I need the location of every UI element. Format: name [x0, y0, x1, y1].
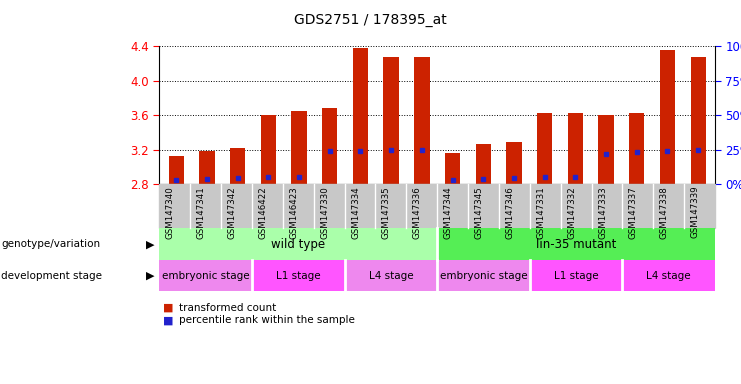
Bar: [506, 142, 522, 184]
Text: GSM147340: GSM147340: [166, 186, 175, 238]
Text: percentile rank within the sample: percentile rank within the sample: [179, 315, 355, 325]
Text: GSM147339: GSM147339: [691, 186, 700, 238]
Text: GSM147331: GSM147331: [536, 186, 545, 238]
Text: GSM147333: GSM147333: [598, 186, 607, 238]
Text: genotype/variation: genotype/variation: [1, 239, 101, 249]
Text: ■: ■: [163, 315, 173, 325]
Bar: [291, 111, 307, 184]
Bar: [691, 57, 706, 184]
Bar: [568, 114, 583, 184]
Bar: [383, 57, 399, 184]
Text: GSM147341: GSM147341: [196, 186, 205, 238]
Bar: [659, 50, 675, 184]
Bar: [199, 151, 215, 184]
Text: GSM147335: GSM147335: [382, 186, 391, 238]
Text: GSM146423: GSM146423: [289, 186, 298, 238]
Text: GSM147336: GSM147336: [413, 186, 422, 238]
Text: wild type: wild type: [271, 238, 325, 251]
Bar: [445, 153, 460, 184]
Text: GSM147330: GSM147330: [320, 186, 329, 238]
Text: GSM147342: GSM147342: [227, 186, 236, 238]
Text: GSM147346: GSM147346: [505, 186, 514, 238]
Bar: [261, 115, 276, 184]
Bar: [414, 57, 430, 184]
Bar: [599, 115, 614, 184]
Text: development stage: development stage: [1, 271, 102, 281]
Text: L4 stage: L4 stage: [646, 271, 691, 281]
Text: GSM147344: GSM147344: [444, 186, 453, 238]
Bar: [353, 48, 368, 184]
Text: transformed count: transformed count: [179, 303, 276, 313]
Text: L1 stage: L1 stage: [276, 271, 321, 281]
Text: GSM147338: GSM147338: [659, 186, 668, 238]
Text: GSM146422: GSM146422: [259, 186, 268, 238]
Bar: [322, 108, 337, 184]
Text: GSM147337: GSM147337: [629, 186, 638, 238]
Bar: [168, 156, 184, 184]
Text: ▶: ▶: [147, 239, 155, 249]
Bar: [537, 114, 552, 184]
Bar: [230, 148, 245, 184]
Text: GSM147334: GSM147334: [351, 186, 360, 238]
Text: embryonic stage: embryonic stage: [162, 271, 250, 281]
Bar: [629, 114, 645, 184]
Text: L4 stage: L4 stage: [368, 271, 413, 281]
Text: embryonic stage: embryonic stage: [439, 271, 528, 281]
Text: lin-35 mutant: lin-35 mutant: [536, 238, 617, 251]
Text: L1 stage: L1 stage: [554, 271, 599, 281]
Text: ■: ■: [163, 303, 173, 313]
Text: GDS2751 / 178395_at: GDS2751 / 178395_at: [294, 13, 447, 27]
Bar: [476, 144, 491, 184]
Text: GSM147345: GSM147345: [474, 186, 483, 238]
Text: GSM147332: GSM147332: [567, 186, 576, 238]
Text: ▶: ▶: [147, 271, 155, 281]
